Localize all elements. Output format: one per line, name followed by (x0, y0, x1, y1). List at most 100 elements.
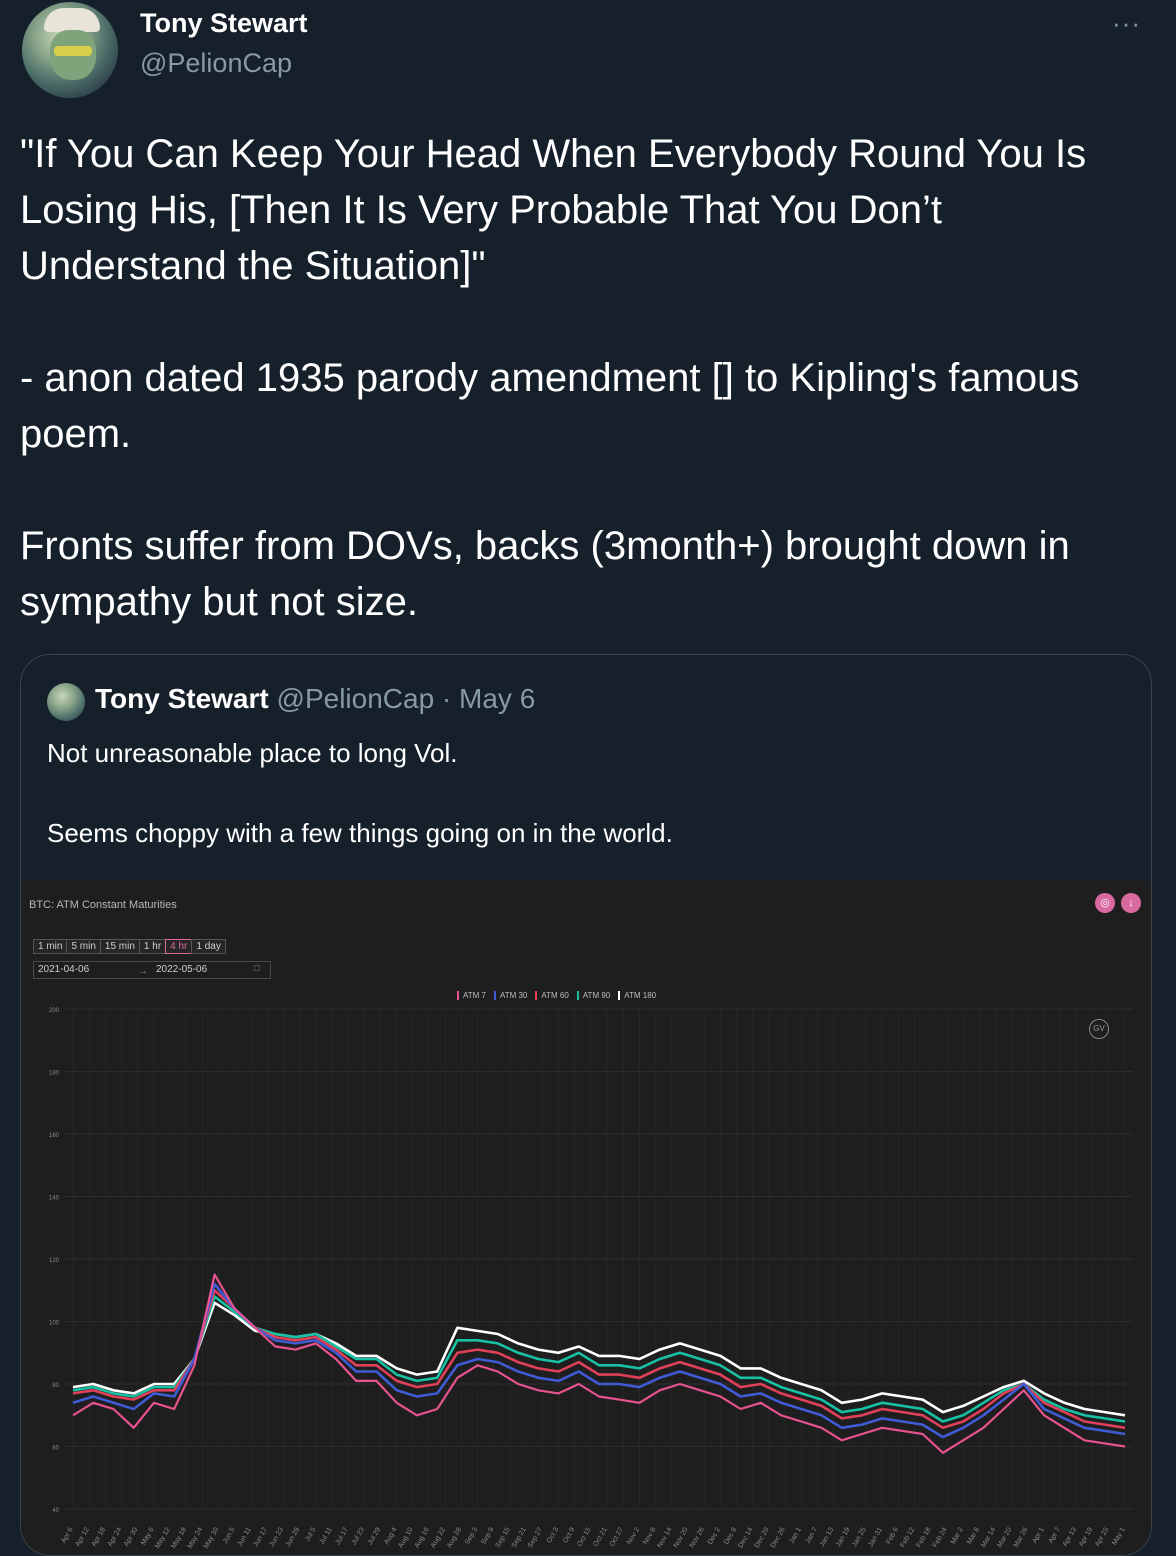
legend-item[interactable]: ATM 7 (457, 991, 486, 1000)
legend-item[interactable]: ATM 90 (576, 991, 611, 1000)
legend-label: ATM 180 (624, 991, 657, 1000)
x-tick-label: Oct 27 (609, 1526, 625, 1547)
x-tick-label: Feb 24 (932, 1526, 949, 1548)
y-tick-label: 160 (49, 1133, 60, 1139)
calendar-icon[interactable]: □ (254, 963, 261, 974)
x-tick-label: Oct 21 (592, 1526, 608, 1547)
x-tick-label: Aug 16 (414, 1526, 431, 1549)
x-tick-label: Sep 3 (464, 1526, 479, 1545)
x-tick-label: Jul 29 (367, 1526, 382, 1546)
date-range-picker[interactable]: 2021-04-06 → 2022-05-06 □ (33, 961, 271, 979)
legend-item[interactable]: ATM 60 (535, 991, 569, 1000)
tweet-attribution-paragraph: - anon dated 1935 parody amendment [] to… (20, 356, 1080, 456)
x-tick-label: Jun 5 (222, 1526, 237, 1544)
legend-swatch (576, 991, 579, 1000)
x-tick-label: Mar 2 (950, 1526, 965, 1545)
camera-icon[interactable]: ◎ (1095, 893, 1115, 913)
legend-swatch (618, 991, 621, 1000)
x-tick-label: Jul 17 (334, 1526, 349, 1546)
tweet-body: "If You Can Keep Your Head When Everybod… (20, 126, 1140, 630)
x-tick-label: May 30 (203, 1526, 221, 1549)
x-tick-label: Mar 26 (1013, 1526, 1030, 1548)
x-tick-label: Jan 31 (867, 1526, 884, 1548)
quoted-text-line-2: Seems choppy with a few things going on … (47, 818, 673, 848)
y-tick-label: 180 (49, 1071, 60, 1077)
x-tick-label: Sep 15 (495, 1526, 512, 1549)
x-tick-label: Jun 23 (269, 1526, 286, 1548)
legend-item[interactable]: ATM 180 (618, 991, 656, 1000)
series-line-atm-180 (72, 1301, 1126, 1417)
x-tick-label: Apr 24 (107, 1526, 123, 1547)
gv-logo-icon: GV (1089, 1019, 1109, 1039)
x-tick-label: Dec 8 (723, 1526, 738, 1545)
author-avatar[interactable] (22, 2, 118, 98)
x-tick-label: Oct 3 (546, 1526, 560, 1544)
x-tick-label: May 24 (187, 1526, 205, 1549)
author-handle[interactable]: @PelionCap (140, 48, 292, 78)
x-tick-label: Apr 18 (91, 1526, 107, 1547)
timeframe-1hr[interactable]: 1 hr (138, 939, 167, 954)
x-tick-label: Apr 12 (75, 1526, 91, 1547)
x-tick-label: May 1 (1111, 1526, 1127, 1546)
quoted-author-name: Tony Stewart (95, 683, 269, 714)
legend-label: ATM 60 (541, 991, 569, 1000)
x-tick-label: Sep 21 (511, 1526, 528, 1549)
timeframe-1min[interactable]: 1 min (33, 939, 68, 954)
x-tick-label: Jan 19 (835, 1526, 852, 1548)
timeframe-1day[interactable]: 1 day (191, 939, 226, 954)
x-tick-label: Aug 10 (397, 1526, 414, 1549)
legend-label: ATM 90 (582, 991, 611, 1000)
chart-title: BTC: ATM Constant Maturities (29, 899, 177, 911)
legend-label: ATM 7 (463, 991, 486, 1000)
x-tick-label: Jan 25 (851, 1526, 868, 1548)
x-tick-label: Feb 12 (899, 1526, 916, 1548)
x-tick-label: Mar 20 (996, 1526, 1013, 1548)
x-tick-label: Jul 11 (319, 1526, 334, 1545)
x-tick-label: Jan 13 (819, 1526, 836, 1548)
x-tick-label: Feb 6 (885, 1526, 900, 1545)
x-tick-label: Aug 4 (383, 1526, 398, 1545)
timeframe-4hr[interactable]: 4 hr (165, 939, 193, 954)
x-tick-label: Nov 2 (626, 1526, 641, 1545)
timeframe-5min[interactable]: 5 min (66, 939, 101, 954)
x-tick-label: Apr 13 (1062, 1526, 1078, 1547)
legend-swatch (535, 991, 538, 1000)
x-tick-label: Mar 8 (966, 1526, 981, 1545)
legend-item[interactable]: ATM 30 (493, 991, 527, 1000)
x-tick-label: Apr 7 (1048, 1526, 1062, 1544)
x-tick-label: Aug 22 (430, 1526, 447, 1549)
author-name[interactable]: Tony Stewart (140, 8, 308, 38)
x-tick-label: May 6 (140, 1526, 156, 1546)
y-tick-label: 200 (49, 1008, 60, 1014)
y-tick-label: 40 (52, 1508, 59, 1514)
timeframe-selector: 1 min 5 min 15 min 1 hr 4 hr 1 day (33, 939, 226, 954)
quoted-date: May 6 (459, 683, 536, 714)
quoted-tweet-header: Tony Stewart @PelionCap · May 6 (95, 683, 535, 715)
x-tick-label: Nov 26 (689, 1526, 706, 1549)
arrow-right-icon: → (138, 966, 148, 977)
timeframe-15min[interactable]: 15 min (99, 939, 140, 954)
x-tick-label: Mar 14 (980, 1526, 997, 1548)
x-tick-label: Dec 20 (754, 1526, 771, 1549)
download-icon[interactable]: ↓ (1121, 893, 1141, 913)
quoted-author-handle: @PelionCap (276, 683, 435, 714)
y-tick-label: 140 (49, 1196, 60, 1202)
x-tick-label: Sep 27 (527, 1526, 544, 1549)
x-tick-label: Dec 14 (737, 1526, 754, 1549)
x-tick-label: Oct 9 (562, 1526, 576, 1544)
chart-legend: ATM 7 ATM 30 ATM 60 ATM 90 ATM 180 (457, 991, 664, 1000)
series-line-atm-7 (72, 1273, 1126, 1454)
quoted-tweet-card[interactable]: Tony Stewart @PelionCap · May 6 Not unre… (20, 654, 1152, 1556)
more-options-icon[interactable]: ··· (1112, 8, 1141, 38)
x-tick-label: Dec 26 (770, 1526, 787, 1549)
quoted-text-line-1: Not unreasonable place to long Vol. (47, 738, 458, 768)
tweet-quote-paragraph: "If You Can Keep Your Head When Everybod… (20, 132, 1087, 288)
x-tick-label: Jun 17 (252, 1526, 269, 1548)
x-tick-label: Jun 29 (285, 1526, 302, 1548)
x-tick-label: Apr 25 (1094, 1526, 1110, 1547)
avatar-cap-shape (44, 8, 100, 32)
tweet-commentary-paragraph: Fronts suffer from DOVs, backs (3month+)… (20, 524, 1070, 624)
quoted-separator: · (441, 683, 452, 714)
avatar-glasses-shape (54, 46, 92, 56)
